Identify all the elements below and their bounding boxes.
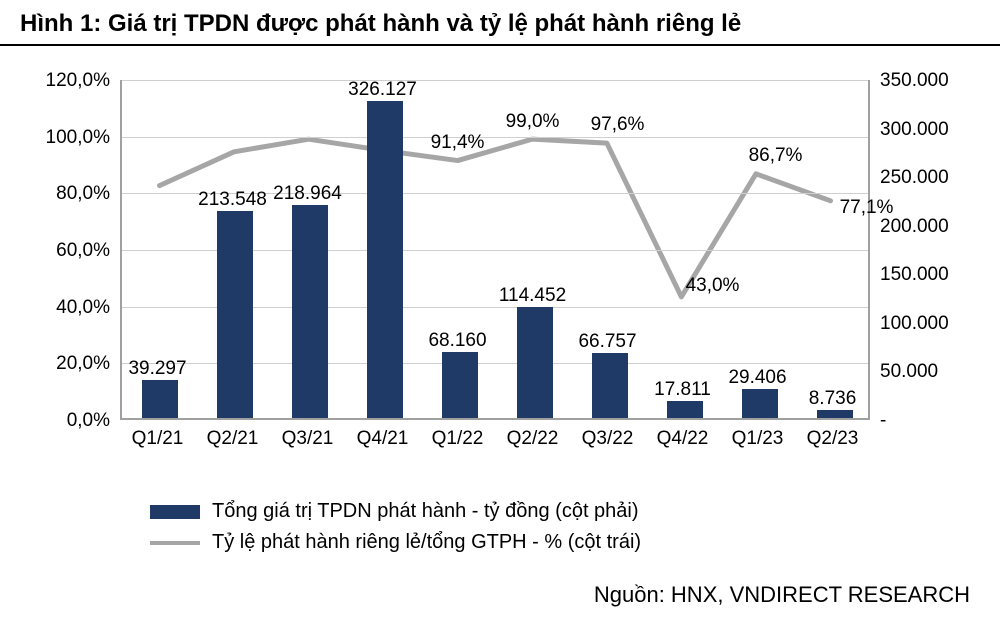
line-path	[159, 139, 830, 297]
gridline	[122, 137, 868, 138]
y-right-tick-label: -	[880, 410, 886, 432]
y-right-tick-label: 100.000	[880, 313, 970, 335]
legend-bar-label: Tổng giá trị TPDN phát hành - tỷ đồng (c…	[212, 500, 639, 523]
bar	[142, 380, 178, 418]
legend-item-line: Tỷ lệ phát hành riêng lẻ/tổng GTPH - % (…	[150, 531, 641, 554]
y-right-tick-label: 200.000	[880, 216, 970, 238]
y-left-tick-label: 80,0%	[30, 183, 110, 205]
x-tick-label: Q4/21	[357, 428, 409, 450]
chart-container: 0,0% 20,0% 40,0% 60,0% 80,0% 100,0% 120,0% - 50.…	[30, 70, 970, 490]
x-tick-label: Q1/21	[132, 428, 184, 450]
bar-value-label: 29.406	[728, 367, 786, 389]
x-tick-label: Q1/22	[432, 428, 484, 450]
gridline	[122, 80, 868, 81]
bar	[517, 307, 553, 418]
line-swatch-icon	[150, 541, 200, 545]
y-left-tick-label: 120,0%	[30, 70, 110, 92]
bar	[667, 401, 703, 418]
x-tick-label: Q3/22	[582, 428, 634, 450]
bar-value-label: 17.811	[654, 379, 711, 401]
bar-value-label: 326.127	[348, 79, 417, 101]
legend-item-bar: Tổng giá trị TPDN phát hành - tỷ đồng (c…	[150, 500, 641, 523]
line-value-label: 99,0%	[506, 111, 560, 133]
y-right-tick-label: 300.000	[880, 119, 970, 141]
y-left-tick-label: 0,0%	[30, 410, 110, 432]
bar-value-label: 66.757	[578, 331, 636, 353]
x-tick-label: Q3/21	[282, 428, 334, 450]
x-tick-label: Q2/21	[207, 428, 259, 450]
y-left-tick-label: 60,0%	[30, 240, 110, 262]
y-right-tick-label: 350.000	[880, 70, 970, 92]
bar-value-label: 39.297	[128, 358, 186, 380]
y-right-tick-label: 50.000	[880, 361, 970, 383]
line-value-label: 77,1%	[840, 197, 894, 219]
bar-swatch-icon	[150, 505, 200, 519]
x-tick-label: Q2/22	[507, 428, 559, 450]
bar-value-label: 114.452	[499, 285, 566, 307]
bar	[817, 410, 853, 418]
y-left-tick-label: 100,0%	[30, 127, 110, 149]
bar	[217, 211, 253, 418]
bar	[292, 205, 328, 418]
x-tick-label: Q2/23	[807, 428, 859, 450]
y-right-tick-label: 150.000	[880, 264, 970, 286]
bar	[367, 101, 403, 418]
x-tick-label: Q4/22	[657, 428, 709, 450]
legend-line-label: Tỷ lệ phát hành riêng lẻ/tổng GTPH - % (…	[212, 531, 641, 554]
bar-value-label: 213.548	[198, 189, 267, 211]
bar	[742, 389, 778, 418]
y-right-tick-label: 250.000	[880, 167, 970, 189]
line-value-label: 43,0%	[686, 275, 740, 297]
y-left-tick-label: 20,0%	[30, 353, 110, 375]
bar	[592, 353, 628, 418]
bar-value-label: 68.160	[428, 330, 486, 352]
title-underline	[0, 44, 1000, 46]
bar	[442, 352, 478, 418]
source-text: Nguồn: HNX, VNDIRECT RESEARCH	[594, 582, 970, 608]
y-left-tick-label: 40,0%	[30, 297, 110, 319]
line-value-label: 97,6%	[591, 114, 645, 136]
chart-title: Hình 1: Giá trị TPDN được phát hành và t…	[20, 10, 741, 38]
bar-value-label: 218.964	[273, 183, 342, 205]
line-value-label: 86,7%	[749, 145, 803, 167]
bar-value-label: 8.736	[809, 388, 857, 410]
legend: Tổng giá trị TPDN phát hành - tỷ đồng (c…	[150, 500, 641, 562]
line-value-label: 91,4%	[431, 132, 485, 154]
x-tick-label: Q1/23	[732, 428, 784, 450]
